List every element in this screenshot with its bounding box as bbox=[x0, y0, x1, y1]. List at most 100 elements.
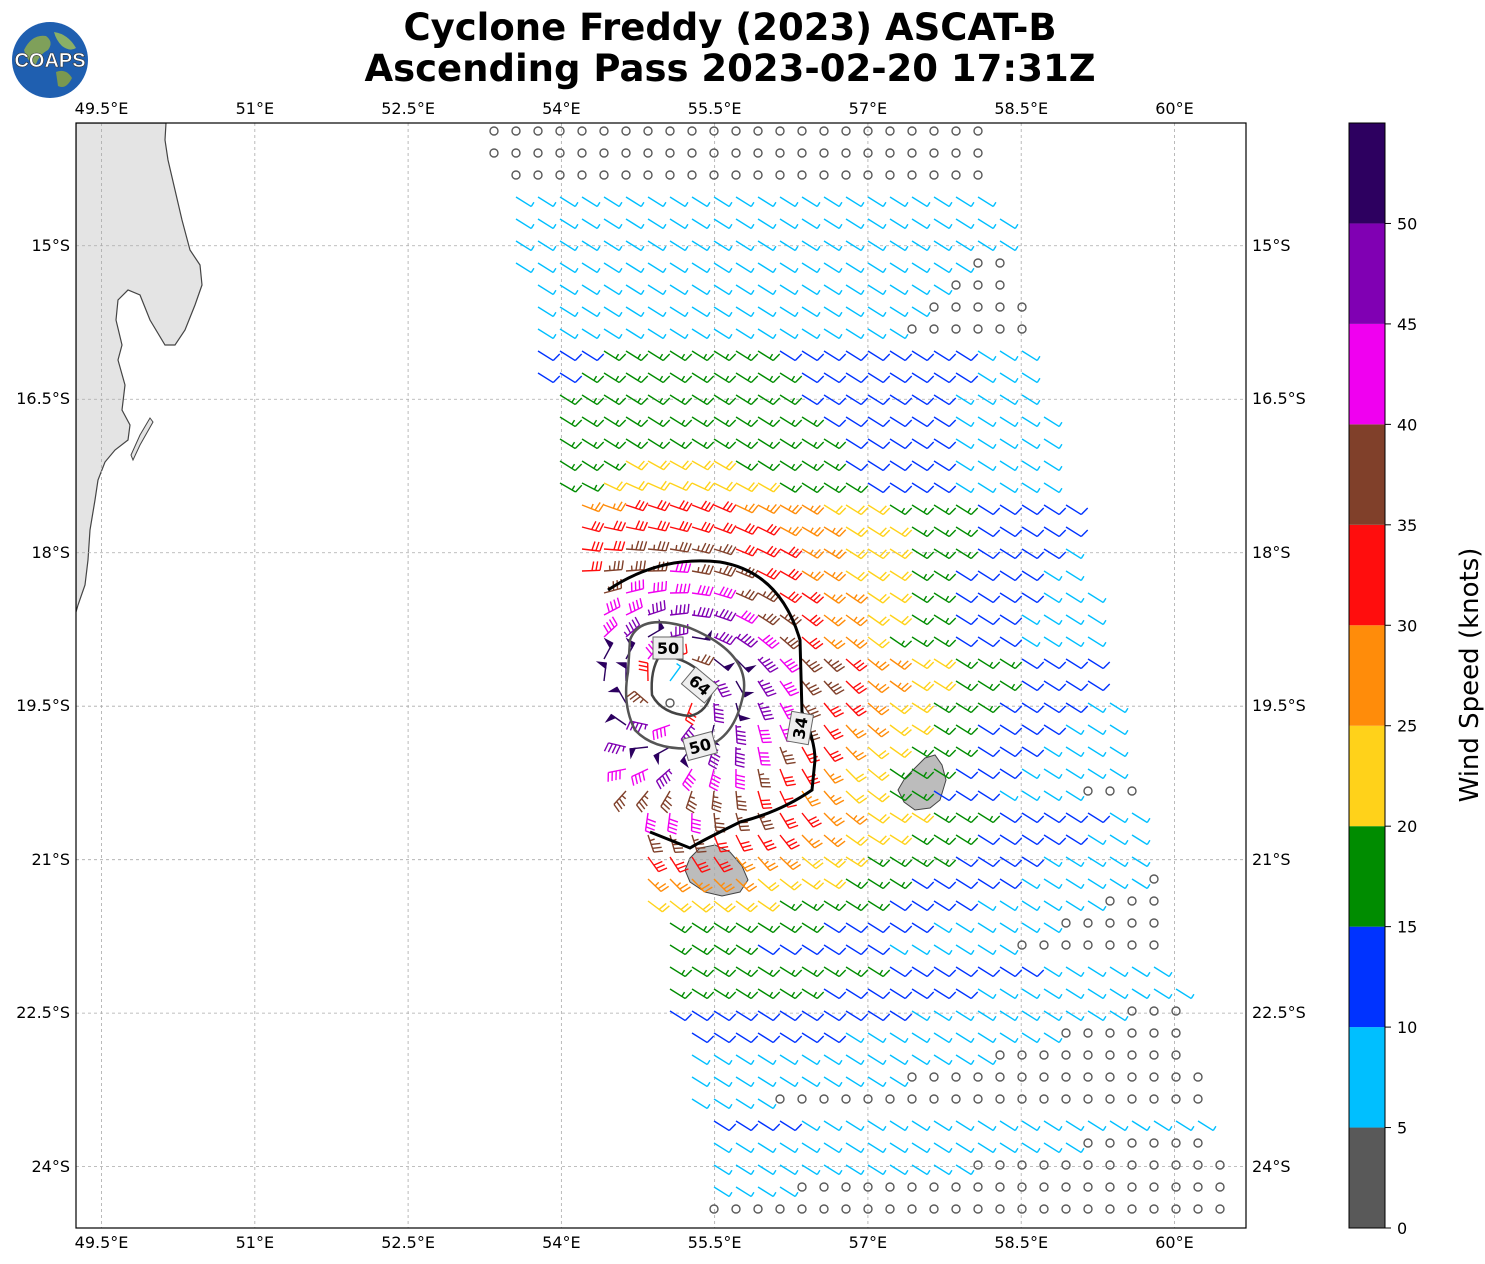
wind-barb bbox=[603, 262, 623, 274]
wind-barb bbox=[577, 126, 587, 136]
barb-flag bbox=[743, 664, 757, 673]
barb-half bbox=[728, 333, 733, 339]
barb-full bbox=[794, 441, 803, 450]
wind-barb bbox=[691, 988, 715, 1000]
wind-barb bbox=[867, 460, 891, 472]
wind-barb bbox=[1193, 1182, 1203, 1192]
colorbar-bin bbox=[1349, 123, 1385, 224]
wind-barb bbox=[667, 812, 679, 835]
barb-full bbox=[882, 618, 891, 626]
barb-full bbox=[617, 521, 623, 531]
barb-full bbox=[838, 1035, 847, 1044]
barb-flag bbox=[653, 752, 660, 766]
barb-half bbox=[967, 815, 972, 821]
barb-full bbox=[613, 599, 618, 609]
calm-barb bbox=[1149, 1050, 1159, 1060]
barb-half bbox=[827, 659, 833, 664]
barb-half bbox=[882, 1037, 887, 1043]
barb-half bbox=[684, 223, 689, 229]
wind-barb bbox=[709, 170, 719, 180]
barb-full bbox=[948, 991, 957, 1000]
barb-full bbox=[723, 883, 733, 890]
barb-half bbox=[926, 267, 931, 273]
barb-full bbox=[838, 375, 847, 384]
wind-barb bbox=[691, 372, 715, 384]
barb-full bbox=[812, 690, 822, 696]
barb-full bbox=[660, 885, 670, 893]
barb-half bbox=[1102, 905, 1107, 911]
barb-half bbox=[786, 859, 792, 865]
wind-barb bbox=[973, 1072, 983, 1082]
wind-barb bbox=[823, 350, 847, 362]
barb-half bbox=[750, 1103, 755, 1109]
barb-half bbox=[813, 485, 818, 491]
wind-barb bbox=[1215, 1182, 1225, 1192]
wind-barb bbox=[1087, 702, 1107, 714]
barb-half bbox=[992, 223, 997, 229]
wind-barb bbox=[757, 545, 781, 558]
barb-half bbox=[1036, 421, 1041, 427]
wind-barb bbox=[1065, 680, 1089, 692]
barb-half bbox=[596, 289, 601, 295]
wind-barb bbox=[801, 372, 825, 384]
barb-half bbox=[904, 267, 909, 273]
barb-half bbox=[860, 1169, 865, 1175]
barb-full bbox=[687, 729, 695, 738]
wind-barb bbox=[911, 438, 935, 450]
wind-barb bbox=[999, 1142, 1019, 1154]
wind-barb bbox=[779, 1142, 799, 1154]
wind-barb bbox=[775, 170, 785, 180]
calm-barb bbox=[951, 280, 961, 290]
wind-barb bbox=[1109, 768, 1129, 780]
barb-full bbox=[860, 375, 869, 384]
wind-barb bbox=[559, 284, 579, 296]
wind-barb bbox=[779, 416, 803, 428]
barb-full bbox=[923, 681, 931, 689]
barb-full bbox=[882, 441, 891, 450]
barb-full bbox=[816, 375, 825, 384]
wind-barb bbox=[845, 680, 868, 695]
wind-barb bbox=[801, 812, 822, 828]
barb-half bbox=[904, 1081, 909, 1087]
wind-barb bbox=[1043, 878, 1063, 890]
barb-full bbox=[992, 815, 1001, 824]
barb-half bbox=[967, 551, 972, 557]
barb-full bbox=[878, 728, 887, 735]
wind-barb bbox=[1039, 1050, 1049, 1060]
wind-barb bbox=[735, 523, 759, 535]
barb-half bbox=[809, 505, 814, 511]
lon-tick-label-top: 55.5°E bbox=[687, 99, 742, 118]
wind-barb bbox=[647, 580, 668, 594]
wind-barb bbox=[757, 900, 781, 912]
wind-barb bbox=[735, 856, 756, 872]
wind-barb bbox=[1153, 1120, 1173, 1132]
wind-barb bbox=[955, 460, 975, 472]
barb-full bbox=[684, 1013, 693, 1022]
wind-barb bbox=[867, 966, 891, 978]
wind-barb bbox=[1193, 1138, 1203, 1148]
barb-full bbox=[923, 725, 931, 733]
wind-barb bbox=[929, 126, 939, 136]
barb-half bbox=[574, 223, 579, 229]
barb-half bbox=[670, 609, 673, 615]
barb-full bbox=[790, 640, 799, 647]
wind-barb bbox=[823, 328, 843, 340]
wind-barb bbox=[647, 541, 670, 552]
barb-half bbox=[945, 859, 950, 865]
wind-barb bbox=[625, 328, 645, 340]
madagascar-land bbox=[76, 123, 203, 613]
barb-full bbox=[683, 905, 692, 913]
barb-full bbox=[659, 601, 662, 611]
barb-half bbox=[901, 772, 905, 778]
wind-barb bbox=[801, 944, 825, 956]
barb-full bbox=[923, 703, 931, 711]
lon-tick-label-top: 54°E bbox=[542, 99, 581, 118]
barb-half bbox=[923, 551, 928, 557]
barb-half bbox=[593, 484, 598, 490]
barb-full bbox=[652, 730, 655, 741]
wind-barb bbox=[713, 966, 737, 978]
calm-barb bbox=[1083, 1094, 1093, 1104]
barb-full bbox=[686, 502, 693, 512]
barb-half bbox=[948, 245, 953, 251]
barb-full bbox=[637, 460, 645, 469]
